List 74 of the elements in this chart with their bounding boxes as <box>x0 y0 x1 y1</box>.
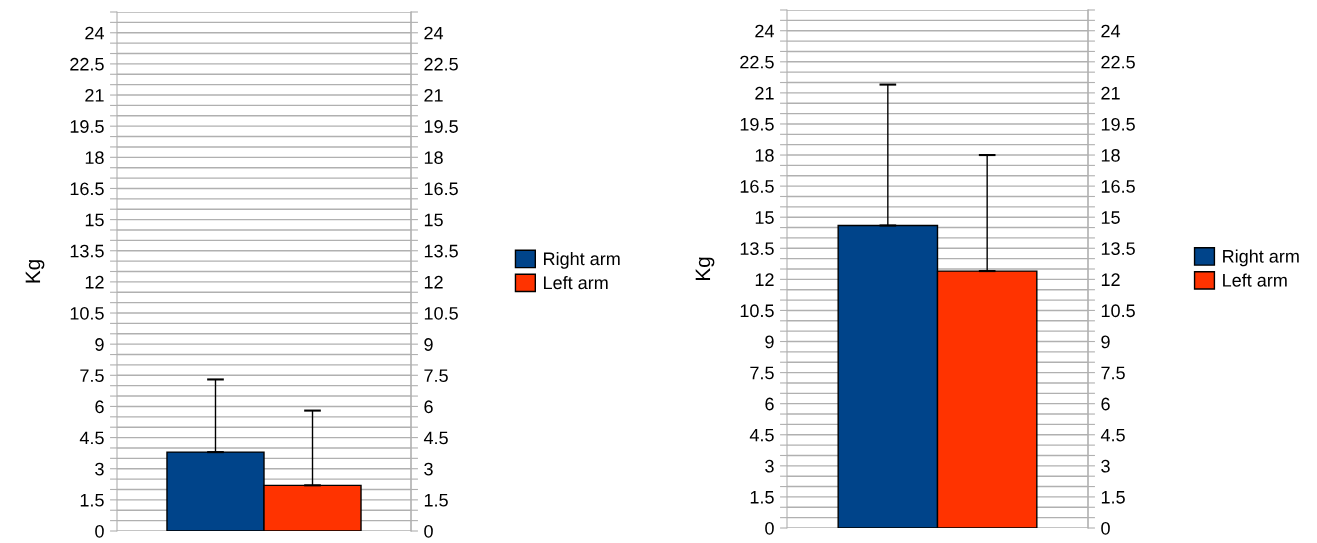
y2-tick-label: 15 <box>1101 211 1120 224</box>
y-tick-label: 24 <box>85 26 104 40</box>
y2-tick-label: 7.5 <box>424 369 448 383</box>
y2-tick-label: 9 <box>424 338 433 351</box>
legend-label: Right arm <box>1223 249 1299 267</box>
y-tick-label: 1.5 <box>80 493 104 507</box>
y2-tick-label: 22.5 <box>424 57 458 71</box>
y-tick-label: 6 <box>95 400 104 414</box>
y-tick-label: 1.5 <box>750 491 774 504</box>
y-tick-label: 22.5 <box>70 57 104 71</box>
y-tick-label: 15 <box>85 213 104 227</box>
y2-tick-label: 24 <box>424 26 444 40</box>
y-tick-label: 18 <box>85 151 104 165</box>
legend-label: Left arm <box>544 275 608 290</box>
y2-tick-label: 21 <box>424 88 443 102</box>
y2-tick-label: 4.5 <box>1100 428 1125 442</box>
y-tick-label: 10.5 <box>740 304 774 318</box>
y-tick-label: 16.5 <box>740 180 774 193</box>
y2-tick-label: 7.5 <box>1101 366 1125 380</box>
y2-tick-label: 24 <box>1101 24 1121 38</box>
y2-tick-label: 0 <box>424 524 433 538</box>
y2-tick-label: 13.5 <box>424 244 458 258</box>
y2-tick-label: 4.5 <box>423 431 448 445</box>
y2-tick-label: 22.5 <box>1101 55 1135 69</box>
y-tick-label: 0 <box>765 521 774 535</box>
y2-tick-label: 0 <box>1101 521 1110 535</box>
legend-label: Left arm <box>1223 273 1287 287</box>
y-tick-label: 7.5 <box>750 366 774 380</box>
y2-tick-label: 3 <box>1101 459 1110 473</box>
y-tick-label: 3 <box>95 462 104 476</box>
y2-tick-label: 1.5 <box>1101 491 1125 504</box>
y2-tick-label: 12 <box>1101 273 1120 286</box>
y2-tick-label: 1.5 <box>424 493 448 507</box>
y-tick-label: 13.5 <box>740 242 774 255</box>
y2-tick-label: 3 <box>424 462 433 476</box>
legend-label: Right arm <box>544 251 620 269</box>
y2-tick-label: 10.5 <box>424 306 458 320</box>
y2-tick-label: 12 <box>424 275 443 289</box>
y2-tick-label: 13.5 <box>1101 242 1135 255</box>
y-tick-label: 9 <box>95 338 104 351</box>
y2-tick-label: 10.5 <box>1101 304 1135 318</box>
y-tick-label: 4.5 <box>79 431 104 445</box>
y-tick-label: 19.5 <box>70 120 104 133</box>
y-tick-label: 12 <box>755 273 774 286</box>
y2-tick-label: 21 <box>1101 86 1120 100</box>
y-tick-label: 7.5 <box>80 369 104 383</box>
y-tick-label: 22.5 <box>740 55 774 69</box>
y2-tick-label: 9 <box>1101 335 1110 349</box>
y-tick-label: 6 <box>765 397 774 411</box>
y2-tick-label: 19.5 <box>1101 117 1135 131</box>
y-tick-label: 18 <box>755 148 774 162</box>
y2-tick-label: 6 <box>1101 397 1110 411</box>
y-tick-label: 12 <box>85 275 104 289</box>
y-tick-label: 13.5 <box>70 244 104 258</box>
y-tick-label: 9 <box>765 335 774 349</box>
y-tick-label: 3 <box>765 459 774 473</box>
y-tick-label: 15 <box>755 211 774 224</box>
y2-tick-label: 19.5 <box>424 120 458 133</box>
y2-tick-label: 18 <box>424 151 443 165</box>
y-tick-label: 21 <box>755 86 774 100</box>
y-tick-label: 4.5 <box>749 428 774 442</box>
y-tick-label: 0 <box>95 524 104 538</box>
y-tick-label: 19.5 <box>740 117 774 131</box>
y-tick-label: 24 <box>755 24 774 38</box>
y2-tick-label: 16.5 <box>424 182 458 196</box>
y2-tick-label: 18 <box>1101 148 1120 162</box>
y-tick-label: 21 <box>85 88 104 102</box>
y-tick-label: 10.5 <box>70 306 104 320</box>
y2-tick-label: 15 <box>424 213 443 227</box>
y-tick-label: 16.5 <box>70 182 104 196</box>
y2-tick-label: 16.5 <box>1101 180 1135 193</box>
y-axis-title: Kg <box>695 257 715 281</box>
y-axis-title: Kg <box>25 260 45 283</box>
y2-tick-label: 6 <box>424 400 433 414</box>
